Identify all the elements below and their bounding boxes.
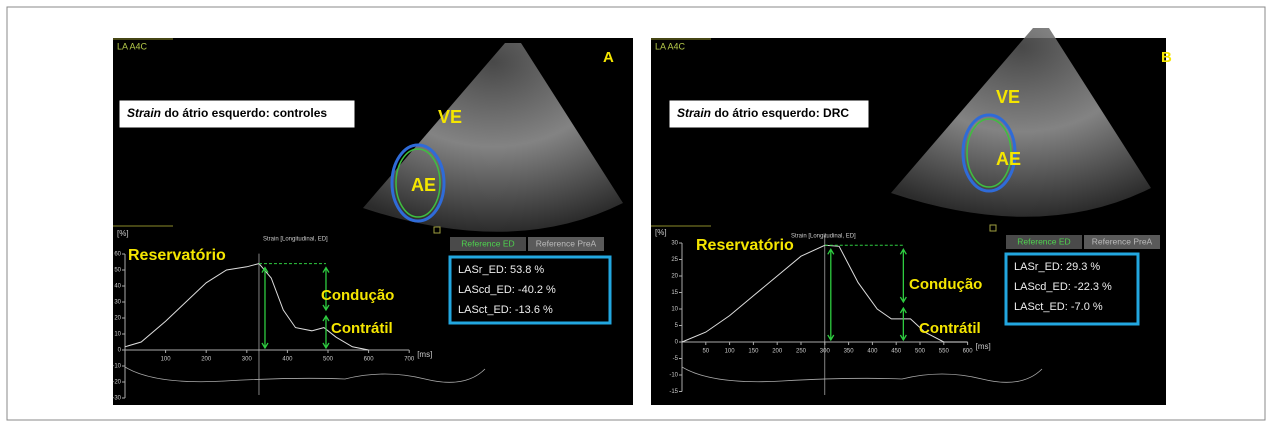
y-tick-label: -10 xyxy=(669,373,678,379)
phase-label: Condução xyxy=(321,287,394,304)
y-unit: [%] xyxy=(117,229,129,238)
x-tick-label: 500 xyxy=(323,357,334,363)
x-tick-label: 150 xyxy=(748,349,759,355)
y-unit: [%] xyxy=(655,228,667,237)
y-tick-label: 40 xyxy=(114,284,121,290)
y-tick-label: 30 xyxy=(114,300,121,306)
y-tick-label: 20 xyxy=(671,274,678,280)
x-tick-label: 350 xyxy=(844,349,855,355)
y-tick-label: 20 xyxy=(114,316,121,322)
phase-label: Reservatório xyxy=(128,247,226,264)
figure: LA A4C A VE AE Strain do átrio esquerdo: con… xyxy=(0,0,1272,427)
measure: LASr_ED: 53.8 % xyxy=(458,264,544,276)
measure: LAScd_ED: -22.3 % xyxy=(1014,281,1112,293)
y-tick-label: -10 xyxy=(112,364,121,370)
panel-letter: A xyxy=(603,49,614,66)
x-tick-label: 550 xyxy=(939,349,950,355)
y-tick-label: 15 xyxy=(671,290,678,296)
phase-label: Condução xyxy=(909,276,982,293)
x-tick-label: 400 xyxy=(867,349,878,355)
phase-label: Contrátil xyxy=(331,320,393,337)
panel: LA A4C B VE AE Strain do átrio esquerdo: DRC… xyxy=(651,28,1172,405)
caption: Strain do átrio esquerdo: DRC xyxy=(677,106,849,120)
phase-label: Contrátil xyxy=(919,320,981,337)
caption-italic: Strain xyxy=(677,106,711,120)
chart-title: Strain [Longitudinal, ED] xyxy=(791,234,856,240)
x-unit: [ms] xyxy=(417,350,432,359)
x-tick-label: 100 xyxy=(161,357,172,363)
measure: LASct_ED: -7.0 % xyxy=(1014,301,1103,313)
x-tick-label: 100 xyxy=(725,349,736,355)
x-tick-label: 400 xyxy=(282,357,293,363)
y-tick-label: -15 xyxy=(669,389,678,395)
y-tick-label: -20 xyxy=(112,380,121,386)
x-tick-label: 700 xyxy=(404,357,415,363)
y-tick-label: 25 xyxy=(671,257,678,263)
caption-rest: do átrio esquerdo: DRC xyxy=(711,106,849,120)
caption: Strain do átrio esquerdo: controles xyxy=(127,106,327,120)
x-tick-label: 250 xyxy=(796,349,807,355)
y-tick-label: 30 xyxy=(671,241,678,247)
view-label: LA A4C xyxy=(117,41,148,51)
x-tick-label: 600 xyxy=(963,349,974,355)
x-tick-label: 500 xyxy=(915,349,926,355)
y-tick-label: 50 xyxy=(114,268,121,274)
ae-label: AE xyxy=(411,175,436,195)
panel: LA A4C A VE AE Strain do átrio esquerdo: con… xyxy=(112,38,633,405)
ve-label: VE xyxy=(996,87,1020,107)
ve-label: VE xyxy=(438,107,462,127)
measure: LASct_ED: -13.6 % xyxy=(458,304,553,316)
chart-title: Strain [Longitudinal, ED] xyxy=(263,237,328,243)
measure: LASr_ED: 29.3 % xyxy=(1014,261,1100,273)
x-tick-label: 300 xyxy=(242,357,253,363)
ae-label: AE xyxy=(996,149,1021,169)
reference-button-label: Reference ED xyxy=(1017,236,1070,246)
phase-label: Reservatório xyxy=(696,237,794,254)
caption-italic: Strain xyxy=(127,106,161,120)
y-tick-label: 10 xyxy=(671,307,678,313)
view-label: LA A4C xyxy=(655,41,686,51)
caption-rest: do átrio esquerdo: controles xyxy=(161,106,327,120)
y-tick-label: 60 xyxy=(114,252,121,258)
y-tick-label: -5 xyxy=(673,356,679,362)
reference-button-label: Reference PreA xyxy=(1092,236,1153,246)
x-tick-label: 600 xyxy=(364,357,375,363)
reference-button-label: Reference PreA xyxy=(536,238,597,248)
x-unit: [ms] xyxy=(976,342,991,351)
x-tick-label: 50 xyxy=(702,349,709,355)
x-tick-label: 200 xyxy=(772,349,783,355)
measure: LAScd_ED: -40.2 % xyxy=(458,284,556,296)
reference-button-label: Reference ED xyxy=(461,238,514,248)
y-tick-label: -30 xyxy=(112,396,121,402)
panel-letter: B xyxy=(1161,49,1172,66)
x-tick-label: 200 xyxy=(201,357,212,363)
x-tick-label: 450 xyxy=(891,349,902,355)
y-tick-label: 10 xyxy=(114,332,121,338)
